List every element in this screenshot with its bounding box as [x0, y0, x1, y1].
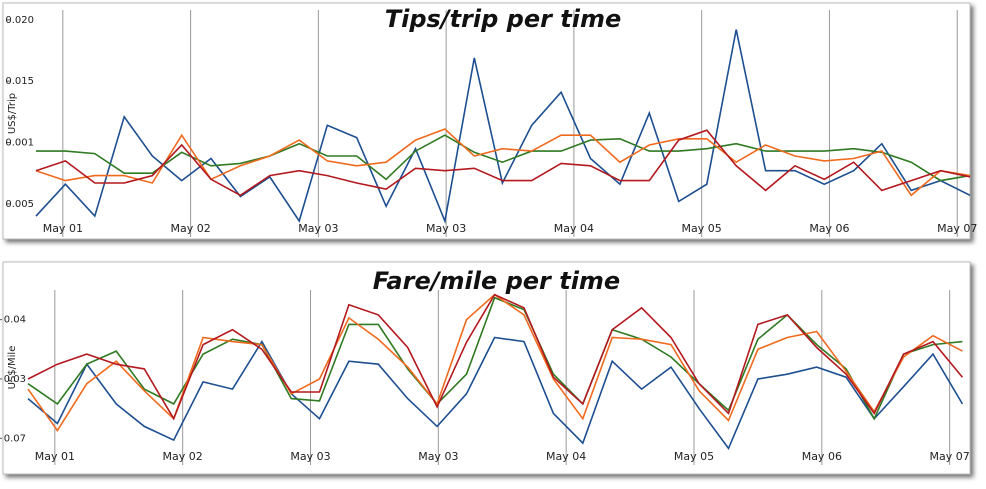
y-tick-label: 0.07: [4, 433, 26, 444]
chart-title: Tips/trip per time: [385, 5, 622, 33]
x-tick-label: May 03: [290, 450, 330, 463]
y-tick-label: 0.005: [5, 199, 34, 210]
series-line: [35, 129, 971, 197]
y-tick-label: 0.001: [5, 138, 34, 149]
x-tick-label: May 05: [682, 222, 722, 235]
y-tick-label: 0.020: [5, 15, 34, 26]
x-tick-label: May 03: [298, 222, 338, 235]
series-line: [35, 128, 971, 197]
series-line: [27, 293, 964, 421]
y-axis-title: US$/Mile: [7, 346, 18, 390]
series-line: [27, 336, 964, 451]
x-tick-label: May 01: [35, 450, 75, 463]
series-line: [27, 296, 963, 421]
x-tick-label: May 03: [426, 222, 466, 235]
x-tick-label: May 03: [418, 450, 458, 463]
x-tick-label: May 07: [930, 450, 970, 463]
panel: [2, 261, 971, 475]
y-tick-label: 0.015: [5, 76, 34, 87]
series-line: [35, 29, 971, 224]
x-tick-label: May 06: [809, 222, 849, 235]
chart-title: Fare/mile per time: [373, 267, 620, 295]
x-tick-label: May 07: [937, 222, 977, 235]
x-tick-label: May 04: [546, 450, 586, 463]
x-tick-label: May 04: [554, 222, 594, 235]
y-axis-title: US$/Trip: [7, 93, 18, 134]
x-tick-label: May 06: [802, 450, 842, 463]
y-tick-label: 0.03: [4, 374, 26, 385]
x-tick-label: May 02: [163, 450, 203, 463]
y-tick-label: 0.04: [4, 315, 26, 326]
x-tick-label: May 01: [43, 222, 83, 235]
x-tick-label: May 05: [674, 450, 714, 463]
panel: [2, 2, 971, 240]
x-tick-label: May 02: [170, 222, 210, 235]
